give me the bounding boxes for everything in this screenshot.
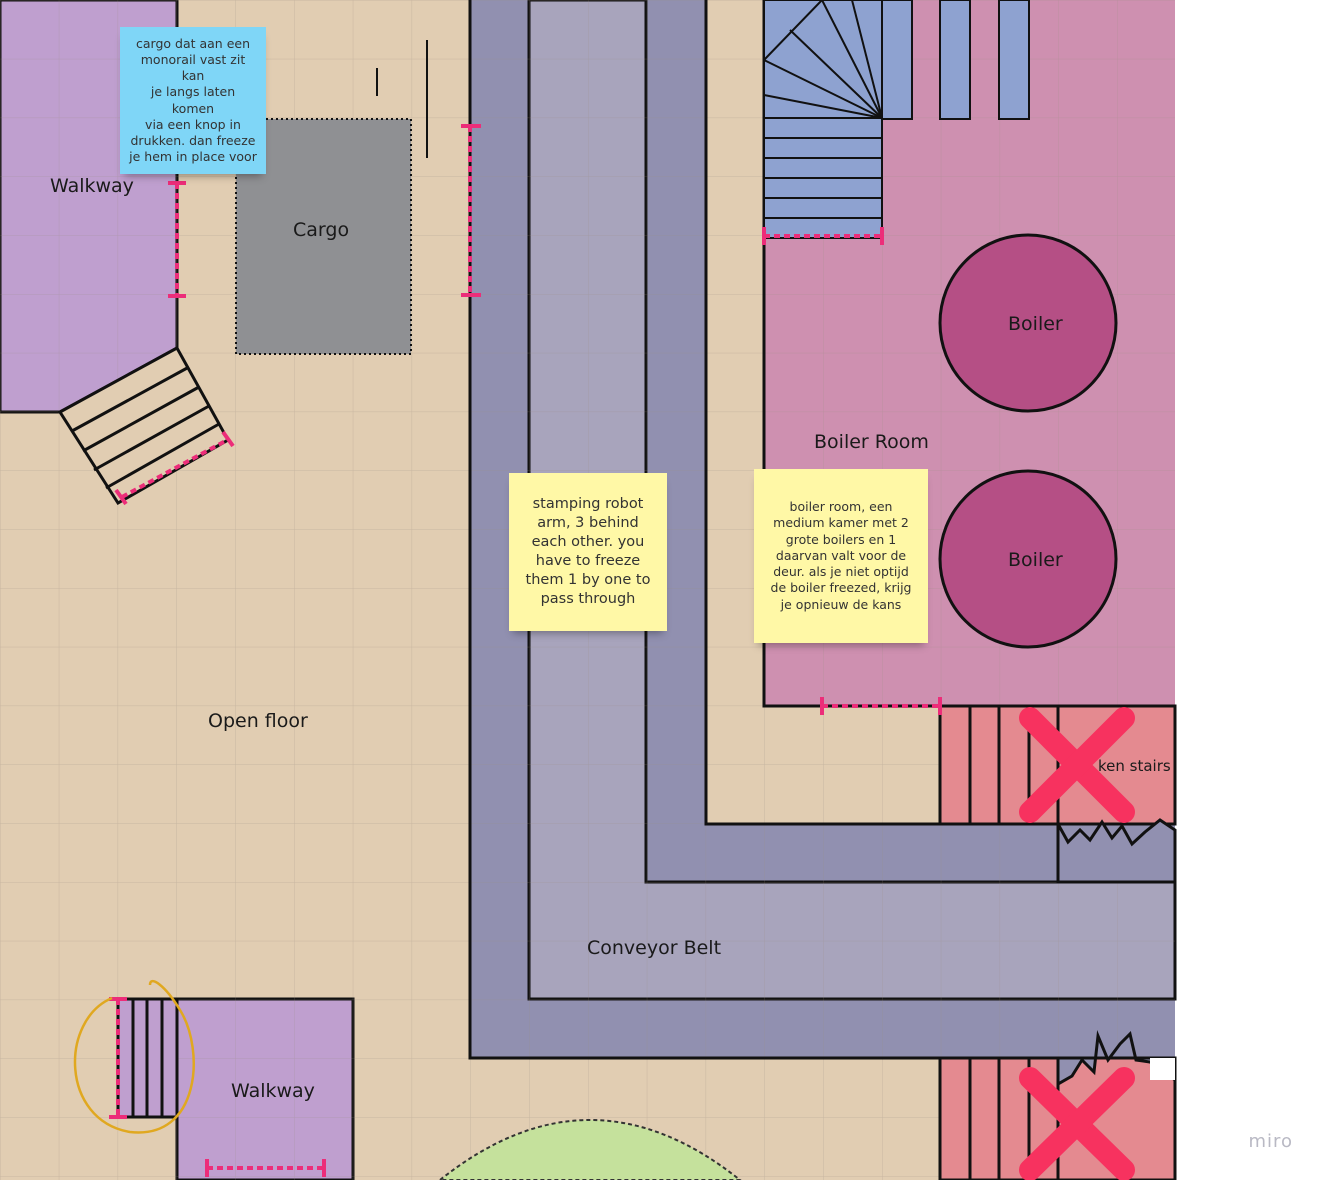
door-walkway-top [168,181,186,298]
conveyor-belt-label: Conveyor Belt [587,937,722,959]
walkway-top-label: Walkway [50,175,134,197]
boiler-1-shape [938,233,1118,413]
cargo-label: Cargo [293,219,350,241]
door-boiler-room [820,697,942,715]
sticky-note-boiler-room[interactable]: boiler room, een medium kamer met 2 grot… [754,469,928,643]
door-spiral-stairs [762,227,884,245]
walkway-bottom-label: Walkway [231,1080,315,1102]
boiler-1-label: Boiler [1008,313,1063,335]
open-floor-label: Open floor [208,710,308,732]
stairs-bottom-left [116,997,179,1119]
broken-stairs-label: ken stairs [1098,757,1171,775]
doors [109,124,942,1177]
highlight-circle [73,979,195,1134]
cross-mark-lower [1019,1067,1135,1181]
boiler-room-label: Boiler Room [814,431,929,453]
boiler-2-shape [938,469,1118,649]
stairs-spiral [763,0,1030,239]
door-conveyor [461,124,481,297]
miro-logo: miro [1248,1131,1293,1152]
sticky-note-cargo[interactable]: cargo dat aan een monorail vast zit kan … [120,27,266,174]
door-diagonal-stairs [114,430,235,506]
cross-mark-upper [1019,707,1135,823]
boiler-2-label: Boiler [1008,549,1063,571]
broken-stairs-upper [938,704,1177,884]
green-zone [437,1119,743,1181]
door-walkway-bottom [205,1159,326,1177]
sticky-note-robot-arm[interactable]: stamping robot arm, 3 behind each other.… [509,473,667,631]
